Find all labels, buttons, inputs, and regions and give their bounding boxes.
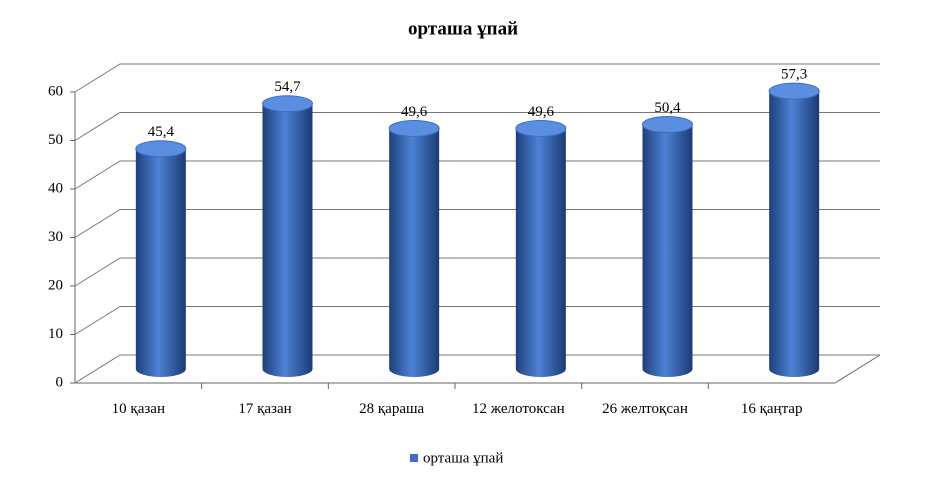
bar bbox=[769, 91, 820, 377]
legend-label: орташа ұпай bbox=[423, 450, 503, 466]
grid-line bbox=[74, 354, 880, 384]
bar-group bbox=[135, 140, 187, 377]
grid-line bbox=[74, 112, 880, 141]
bar-top bbox=[515, 119, 567, 137]
x-tick-label-box: 16 қаңтар bbox=[740, 401, 803, 417]
y-tick-label: 60 bbox=[48, 83, 63, 99]
x-tick-label: 10 қазан bbox=[111, 401, 165, 417]
bar bbox=[642, 124, 693, 377]
bar-top bbox=[642, 116, 693, 134]
y-tick-label: 20 bbox=[48, 277, 63, 293]
bar-group bbox=[262, 95, 313, 377]
grid-line bbox=[74, 257, 880, 287]
x-tick-label: 16 қаңтар bbox=[740, 401, 803, 417]
bar bbox=[262, 103, 313, 377]
value-label: 45,4 bbox=[148, 124, 175, 140]
bar-group bbox=[515, 119, 567, 377]
bar bbox=[389, 128, 440, 377]
legend-marker bbox=[410, 454, 418, 462]
bar-top bbox=[135, 140, 187, 158]
x-tick-label-box: 10 қазан bbox=[111, 401, 165, 417]
value-label: 49,6 bbox=[401, 104, 428, 120]
value-label: 49,6 bbox=[528, 104, 555, 120]
x-tick-label-box: 28 қараша bbox=[359, 401, 425, 417]
grid-line bbox=[74, 306, 880, 335]
x-tick-label-box: 12 желотоксан bbox=[471, 401, 565, 417]
x-tick-label: 17 қазан bbox=[238, 401, 292, 417]
y-tick-label: 50 bbox=[48, 132, 63, 148]
grid-line bbox=[74, 160, 880, 190]
value-label: 54,7 bbox=[274, 79, 301, 95]
x-tick-label-box: 17 қазан bbox=[238, 401, 292, 417]
value-label: 50,4 bbox=[654, 100, 681, 116]
y-tick-label: 10 bbox=[48, 326, 63, 342]
y-tick-label: 0 bbox=[56, 374, 64, 390]
x-tick-label: 28 қараша bbox=[359, 401, 425, 417]
bar-top bbox=[388, 119, 440, 137]
grid-line bbox=[74, 209, 880, 238]
y-tick-label: 30 bbox=[48, 229, 63, 245]
bar-group bbox=[642, 116, 693, 377]
x-tick-label: 12 желотоксан bbox=[471, 401, 565, 417]
grid-line bbox=[74, 63, 880, 93]
bar bbox=[515, 128, 566, 377]
x-tick-label-box: 26 желтоқсан bbox=[602, 401, 688, 417]
bar bbox=[135, 148, 186, 377]
floor-line bbox=[834, 354, 881, 384]
bar-group bbox=[388, 119, 440, 377]
value-label: 57,3 bbox=[781, 67, 807, 83]
chart-title: орташа ұпай bbox=[408, 18, 518, 39]
y-tick-label: 40 bbox=[48, 180, 63, 196]
x-tick-label: 26 желтоқсан bbox=[602, 401, 688, 417]
bar-group bbox=[768, 82, 820, 377]
bar-top bbox=[262, 95, 313, 113]
bar-top bbox=[768, 82, 820, 100]
